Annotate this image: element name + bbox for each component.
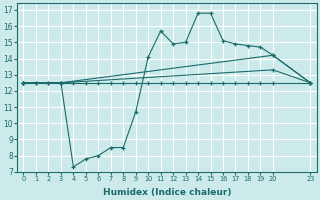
X-axis label: Humidex (Indice chaleur): Humidex (Indice chaleur) [103,188,231,197]
